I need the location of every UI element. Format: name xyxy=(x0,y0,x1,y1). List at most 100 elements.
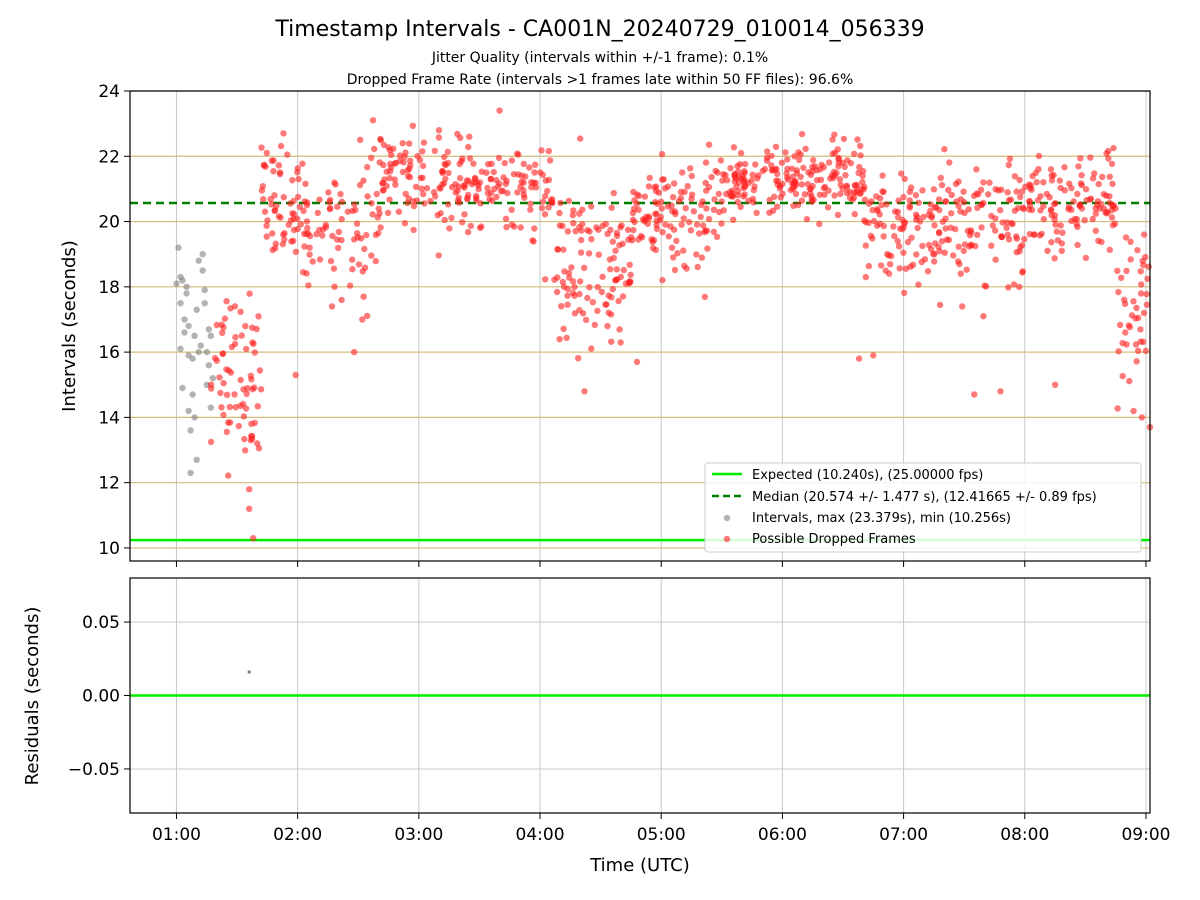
dropped-frame-point xyxy=(326,205,334,213)
dropped-frame-point xyxy=(294,193,302,201)
dropped-frame-point xyxy=(648,236,655,243)
dropped-frame-point xyxy=(270,168,277,175)
interval-point xyxy=(199,267,206,274)
dropped-frame-point xyxy=(564,301,571,308)
dropped-frame-point xyxy=(392,181,399,188)
dropped-frame-point xyxy=(619,240,626,247)
dropped-frame-point xyxy=(1020,205,1027,213)
dropped-frame-point xyxy=(560,325,567,332)
dropped-frame-point xyxy=(783,170,790,177)
dropped-frame-point xyxy=(988,212,995,220)
dropped-frame-point xyxy=(1087,154,1094,161)
dropped-frame-point xyxy=(717,157,725,164)
dropped-frame-point xyxy=(435,134,443,141)
dropped-frame-point xyxy=(931,250,938,258)
dropped-frame-point xyxy=(1110,144,1117,152)
dropped-frame-point xyxy=(734,192,741,199)
dropped-frame-point xyxy=(498,188,505,195)
dropped-frame-point xyxy=(330,265,338,272)
dropped-frame-point xyxy=(564,228,571,235)
intervals-plot-frame xyxy=(129,90,1151,562)
dropped-frame-point xyxy=(579,206,586,213)
dropped-frame-point xyxy=(1076,202,1083,209)
x-tick-label: 07:00 xyxy=(879,825,928,845)
dropped-frame-point xyxy=(1078,172,1085,179)
dropped-frame-point xyxy=(363,231,370,239)
dropped-frame-point xyxy=(275,162,283,169)
dropped-frame-point xyxy=(588,345,595,352)
residual-point xyxy=(247,670,251,674)
dropped-frame-point xyxy=(1138,414,1146,421)
dropped-frame-point xyxy=(936,206,943,214)
dropped-frame-point xyxy=(554,274,561,281)
dropped-frame-point xyxy=(464,194,471,201)
dropped-frame-point xyxy=(247,372,254,379)
dropped-frame-point xyxy=(577,278,584,285)
dropped-frame-point xyxy=(1031,231,1038,238)
dropped-frame-point xyxy=(502,215,510,222)
interval-point xyxy=(207,332,214,339)
dropped-frame-point xyxy=(696,230,703,237)
dropped-frame-point xyxy=(1004,219,1011,226)
dropped-frame-point xyxy=(518,178,525,186)
dropped-frame-point xyxy=(964,227,971,235)
dropped-frame-point xyxy=(931,258,938,265)
dropped-frame-point xyxy=(368,252,375,259)
dropped-frame-point xyxy=(936,248,943,255)
dropped-frame-point xyxy=(464,228,472,236)
dropped-frame-point xyxy=(1021,183,1029,191)
dropped-frame-point xyxy=(842,172,849,179)
intervals-x-tick-marks xyxy=(175,561,1147,567)
intervals-y-tick-label: 12 xyxy=(98,474,120,494)
dropped-frame-point xyxy=(585,250,593,257)
dropped-frame-point xyxy=(225,472,232,479)
dropped-frame-point xyxy=(997,388,1004,395)
dropped-frame-point xyxy=(670,254,677,261)
interval-point xyxy=(185,322,192,330)
dropped-frame-point xyxy=(387,160,394,168)
dropped-frame-point xyxy=(633,358,641,366)
dropped-frame-point xyxy=(588,203,595,210)
dropped-frame-point xyxy=(609,238,616,245)
dropped-frame-point xyxy=(774,203,781,210)
dropped-frame-point xyxy=(1133,304,1140,312)
interval-point xyxy=(189,391,196,398)
dropped-frame-point xyxy=(778,159,786,166)
dropped-frame-point xyxy=(439,168,446,175)
dropped-frame-point xyxy=(902,265,910,272)
dropped-frame-point xyxy=(816,191,824,198)
dropped-frame-point xyxy=(417,174,424,182)
dropped-frame-point xyxy=(454,187,461,194)
dropped-frame-point xyxy=(431,147,438,155)
dropped-frame-point xyxy=(1126,377,1133,385)
dropped-frame-point xyxy=(1005,161,1012,169)
dropped-frame-point xyxy=(942,198,949,205)
dropped-frame-point xyxy=(723,177,731,184)
dropped-frame-point xyxy=(537,169,544,176)
dropped-frame-point xyxy=(269,230,276,237)
dropped-frame-point xyxy=(1048,172,1056,179)
dropped-frame-point xyxy=(1004,189,1011,196)
dropped-frame-point xyxy=(526,164,533,171)
dropped-frame-point xyxy=(697,213,704,220)
dropped-frame-point xyxy=(258,144,265,151)
dropped-frame-point xyxy=(329,232,336,240)
dropped-frame-point xyxy=(941,146,948,153)
dropped-frame-point xyxy=(705,215,713,223)
dropped-frame-point xyxy=(349,266,356,273)
dropped-frame-point xyxy=(667,223,674,230)
dropped-frame-point xyxy=(335,244,342,252)
dropped-frame-point xyxy=(1089,175,1097,182)
dropped-frame-point xyxy=(763,148,771,155)
dropped-frame-point xyxy=(1143,290,1150,298)
dropped-frame-point xyxy=(831,149,839,156)
dropped-frame-point xyxy=(246,505,253,512)
dropped-frame-point xyxy=(364,312,371,320)
interval-point xyxy=(191,332,198,339)
legend-dropped-label: Possible Dropped Frames xyxy=(752,532,916,547)
dropped-frame-point xyxy=(1100,191,1108,198)
dropped-frame-point xyxy=(1140,309,1148,317)
dropped-frame-point xyxy=(1047,166,1055,173)
dropped-frame-point xyxy=(290,226,298,234)
dropped-frame-point xyxy=(290,210,298,218)
